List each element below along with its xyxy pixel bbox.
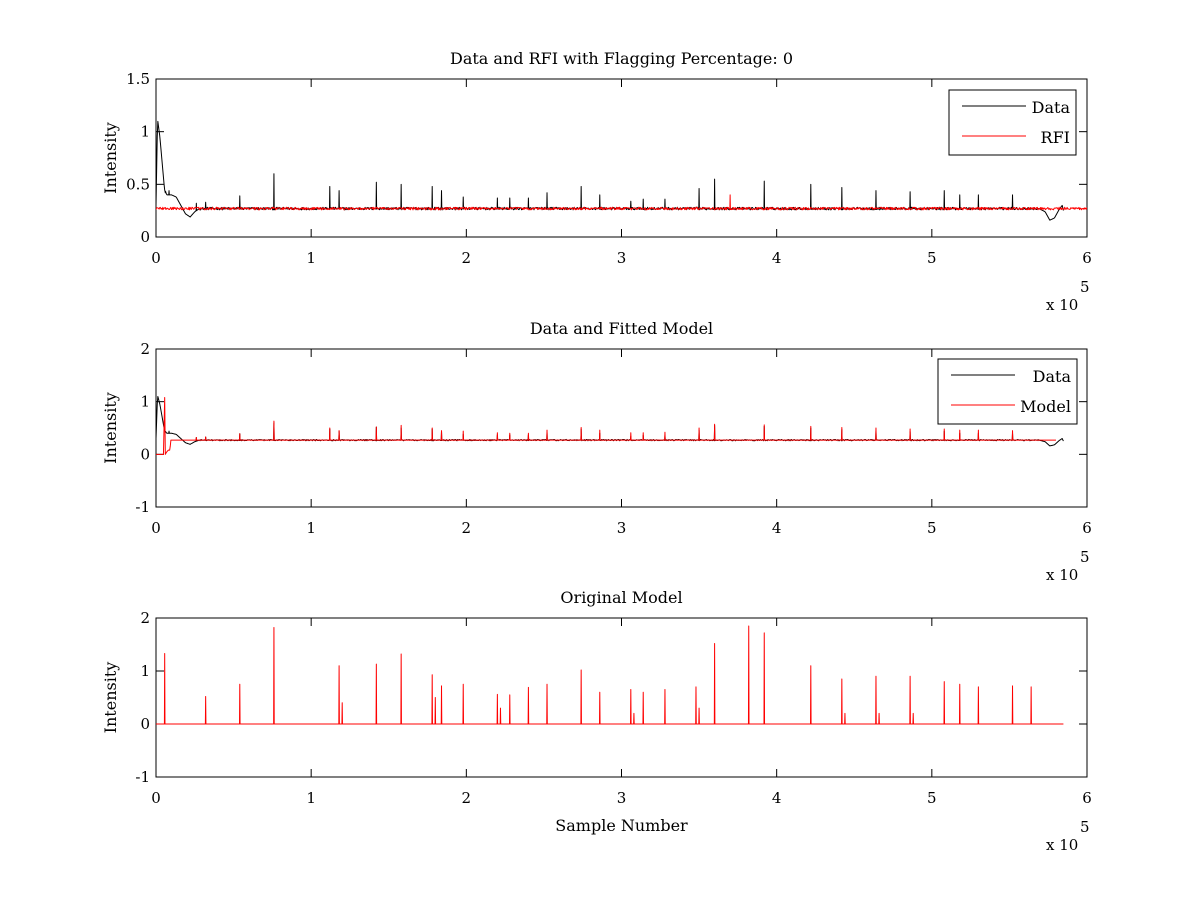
x-tick-label: 1 xyxy=(306,519,316,537)
chart-title: Data and RFI with Flagging Percentage: 0 xyxy=(450,49,793,68)
y-tick-label: 1 xyxy=(140,123,150,141)
y-tick-label: 2 xyxy=(140,609,150,627)
x-tick-label: 6 xyxy=(1082,249,1092,267)
y-axis-label: Intensity xyxy=(101,662,120,734)
x-tick-label: 5 xyxy=(927,519,937,537)
x-tick-label: 4 xyxy=(772,789,782,807)
y-tick-label: 1 xyxy=(140,393,150,411)
axes-frame xyxy=(155,617,1088,778)
chart-title: Data and Fitted Model xyxy=(530,319,713,338)
x-axis-label: Sample Number xyxy=(555,816,688,835)
series-group xyxy=(156,120,1087,221)
y-axis-label: Intensity xyxy=(101,392,120,464)
x-multiplier-exponent: 5 xyxy=(1080,278,1090,296)
x-multiplier-base: x 10 xyxy=(1046,296,1078,314)
axes-frame xyxy=(155,78,1088,238)
legend-label: Data xyxy=(1033,367,1072,386)
x-tick-label: 3 xyxy=(617,249,627,267)
y-tick-label: -1 xyxy=(135,498,150,516)
x-tick-label: 3 xyxy=(617,789,627,807)
x-tick-label: 1 xyxy=(306,789,316,807)
series-line-model xyxy=(156,625,1064,725)
x-tick-label: 2 xyxy=(462,249,472,267)
axes-frame xyxy=(155,348,1088,508)
legend-box xyxy=(948,89,1077,156)
x-tick-label: 5 xyxy=(927,789,937,807)
x-tick-label: 2 xyxy=(462,519,472,537)
x-multiplier-base: x 10 xyxy=(1046,836,1078,854)
y-tick-label: -1 xyxy=(135,768,150,786)
y-tick-label: 1.5 xyxy=(126,70,150,88)
x-tick-label: 0 xyxy=(151,789,161,807)
series-group xyxy=(156,396,1064,455)
y-tick-label: 1 xyxy=(140,662,150,680)
x-multiplier: x 105 xyxy=(1046,548,1090,584)
x-tick-label: 3 xyxy=(617,519,627,537)
x-tick-label: 6 xyxy=(1082,789,1092,807)
x-multiplier-exponent: 5 xyxy=(1080,818,1090,836)
x-multiplier-base: x 10 xyxy=(1046,566,1078,584)
legend: Data RFI xyxy=(948,89,1077,156)
chart-title: Original Model xyxy=(560,588,682,607)
x-tick-label: 2 xyxy=(462,789,472,807)
y-tick-label: 2 xyxy=(140,340,150,358)
y-tick-label: 0 xyxy=(140,445,150,463)
x-multiplier: x 105 xyxy=(1046,818,1090,854)
subplot-1: Data and RFI with Flagging Percentage: 0… xyxy=(101,49,1092,314)
x-multiplier-exponent: 5 xyxy=(1080,548,1090,566)
x-tick-label: 0 xyxy=(151,519,161,537)
legend-label: Data xyxy=(1032,98,1071,117)
legend: Data Model xyxy=(937,358,1078,425)
x-multiplier: x 105 xyxy=(1046,278,1090,314)
y-axis-label: Intensity xyxy=(101,122,120,194)
y-tick-label: 0 xyxy=(140,715,150,733)
legend-label: RFI xyxy=(1041,128,1070,147)
x-tick-label: 1 xyxy=(306,249,316,267)
legend-label: Model xyxy=(1020,397,1071,416)
x-tick-label: 5 xyxy=(927,249,937,267)
x-tick-label: 4 xyxy=(772,519,782,537)
x-tick-label: 4 xyxy=(772,249,782,267)
series-line-rfi xyxy=(156,194,1087,211)
series-group xyxy=(156,625,1064,725)
x-tick-label: 0 xyxy=(151,249,161,267)
y-tick-label: 0 xyxy=(140,228,150,246)
series-line-model xyxy=(156,396,1056,455)
legend-box xyxy=(937,358,1078,425)
x-tick-label: 6 xyxy=(1082,519,1092,537)
y-tick-label: 0.5 xyxy=(126,175,150,193)
